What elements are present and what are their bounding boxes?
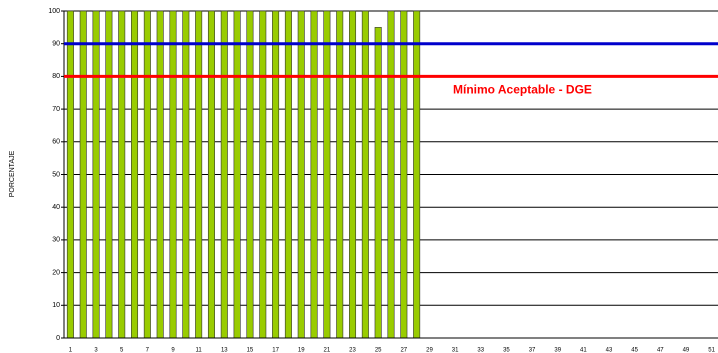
y-tick-label: 20 bbox=[52, 269, 60, 276]
bar bbox=[323, 10, 331, 339]
x-tick-label: 37 bbox=[529, 348, 536, 353]
bar bbox=[220, 10, 228, 339]
bar bbox=[169, 10, 177, 339]
y-tick-label: 0 bbox=[56, 335, 60, 342]
x-tick-label: 7 bbox=[146, 348, 150, 353]
x-tick-label: 51 bbox=[708, 348, 715, 353]
x-tick-label: 23 bbox=[349, 348, 356, 353]
x-tick-label: 39 bbox=[554, 348, 561, 353]
y-axis-title: PORCENTAJE bbox=[9, 150, 16, 197]
bar bbox=[284, 10, 292, 339]
x-tick-label: 17 bbox=[272, 348, 279, 353]
reference-label: Mínimo Aceptable - DGE bbox=[453, 83, 592, 97]
y-tick-label: 50 bbox=[52, 171, 60, 178]
y-tick-label: 90 bbox=[52, 41, 60, 48]
x-tick-label: 5 bbox=[120, 348, 124, 353]
bar bbox=[297, 10, 305, 339]
x-tick-label: 13 bbox=[221, 348, 228, 353]
bar bbox=[259, 10, 267, 339]
x-tick-label: 29 bbox=[426, 348, 433, 353]
bar bbox=[118, 10, 126, 339]
bar bbox=[336, 10, 344, 339]
bar bbox=[182, 10, 190, 339]
bar bbox=[246, 10, 254, 339]
x-tick-label: 45 bbox=[631, 348, 638, 353]
x-tick-label: 35 bbox=[503, 348, 510, 353]
bar bbox=[400, 10, 408, 339]
y-tick-label: 60 bbox=[52, 139, 60, 146]
bar bbox=[156, 10, 164, 339]
bar bbox=[92, 10, 100, 339]
x-tick-label: 43 bbox=[606, 348, 613, 353]
x-tick-label: 3 bbox=[94, 348, 98, 353]
bar bbox=[361, 10, 369, 339]
bar bbox=[310, 10, 318, 339]
bar bbox=[374, 27, 382, 339]
x-tick-label: 9 bbox=[171, 348, 175, 353]
bar bbox=[195, 10, 203, 339]
y-tick-label: 80 bbox=[52, 73, 60, 80]
y-tick-label: 70 bbox=[52, 106, 60, 113]
y-tick-label: 30 bbox=[52, 237, 60, 244]
x-tick-label: 49 bbox=[683, 348, 690, 353]
x-tick-label: 41 bbox=[580, 348, 587, 353]
bar bbox=[272, 10, 280, 339]
bar bbox=[233, 10, 241, 339]
bar bbox=[413, 10, 421, 339]
x-tick-label: 27 bbox=[400, 348, 407, 353]
x-tick-label: 33 bbox=[477, 348, 484, 353]
bar bbox=[79, 10, 87, 339]
x-tick-label: 1 bbox=[69, 348, 73, 353]
x-tick-label: 25 bbox=[375, 348, 382, 353]
bar bbox=[131, 10, 139, 339]
x-tick-label: 47 bbox=[657, 348, 664, 353]
x-tick-label: 31 bbox=[452, 348, 459, 353]
bar bbox=[105, 10, 113, 339]
bar bbox=[66, 10, 74, 339]
bar bbox=[387, 10, 395, 339]
bar bbox=[207, 10, 215, 339]
x-tick-label: 11 bbox=[196, 348, 203, 353]
x-tick-label: 15 bbox=[247, 348, 254, 353]
bar bbox=[143, 10, 151, 339]
y-tick-label: 100 bbox=[48, 8, 60, 15]
x-tick-label: 21 bbox=[324, 348, 331, 353]
bar bbox=[349, 10, 357, 339]
x-tick-label: 19 bbox=[298, 348, 305, 353]
y-tick-label: 40 bbox=[52, 204, 60, 211]
y-tick-label: 10 bbox=[52, 302, 60, 309]
